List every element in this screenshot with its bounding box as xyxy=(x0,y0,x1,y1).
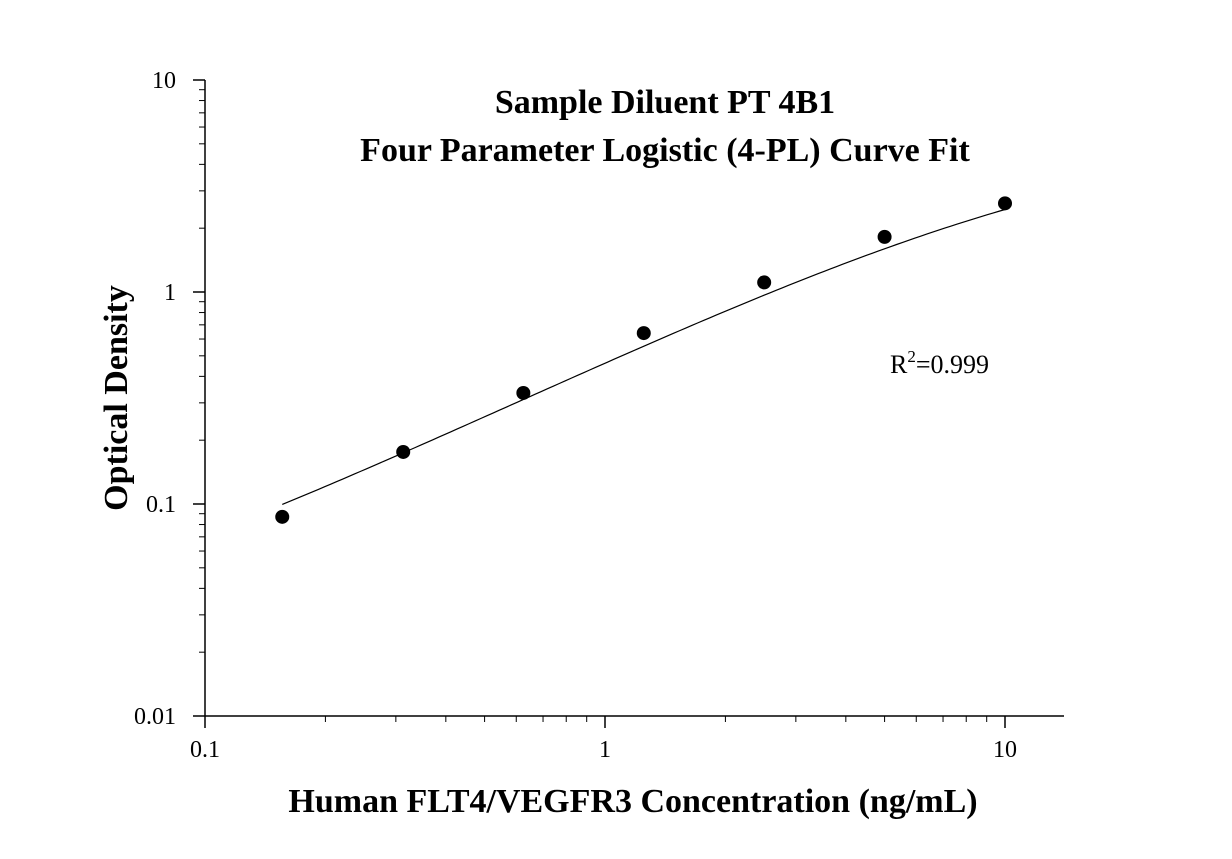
data-point xyxy=(275,509,290,524)
y-tick-label: 1 xyxy=(164,280,176,306)
y-tick-label: 0.1 xyxy=(146,492,176,518)
r-squared-value: =0.999 xyxy=(916,350,989,379)
x-ticks: 0.1 1 10 xyxy=(190,716,1017,763)
r-squared-base: R xyxy=(890,350,908,379)
chart-subtitle: Four Parameter Logistic (4-PL) Curve Fit xyxy=(360,132,970,169)
r-squared-sup: 2 xyxy=(907,347,916,366)
data-point xyxy=(516,385,531,400)
x-tick-label: 0.1 xyxy=(190,737,220,763)
x-axis-label: Human FLT4/VEGFR3 Concentration (ng/mL) xyxy=(288,783,977,820)
data-point xyxy=(998,196,1012,211)
x-tick-label: 1 xyxy=(599,737,611,763)
y-ticks: 0.01 0.1 1 10 xyxy=(134,68,205,730)
chart-title: Sample Diluent PT 4B1 xyxy=(495,84,835,121)
data-point xyxy=(396,444,411,459)
data-points xyxy=(275,196,1012,524)
y-tick-label: 10 xyxy=(152,68,176,94)
data-point xyxy=(757,275,772,290)
r-squared-annotation: R2=0.999 xyxy=(890,347,989,379)
data-point xyxy=(877,229,892,244)
y-axis-label: Optical Density xyxy=(98,285,135,511)
x-tick-label: 10 xyxy=(993,737,1017,763)
y-tick-label: 0.01 xyxy=(134,704,176,730)
data-point xyxy=(636,326,651,341)
plot-area: 0.01 0.1 1 10 0.1 1 10 xyxy=(134,68,1064,763)
